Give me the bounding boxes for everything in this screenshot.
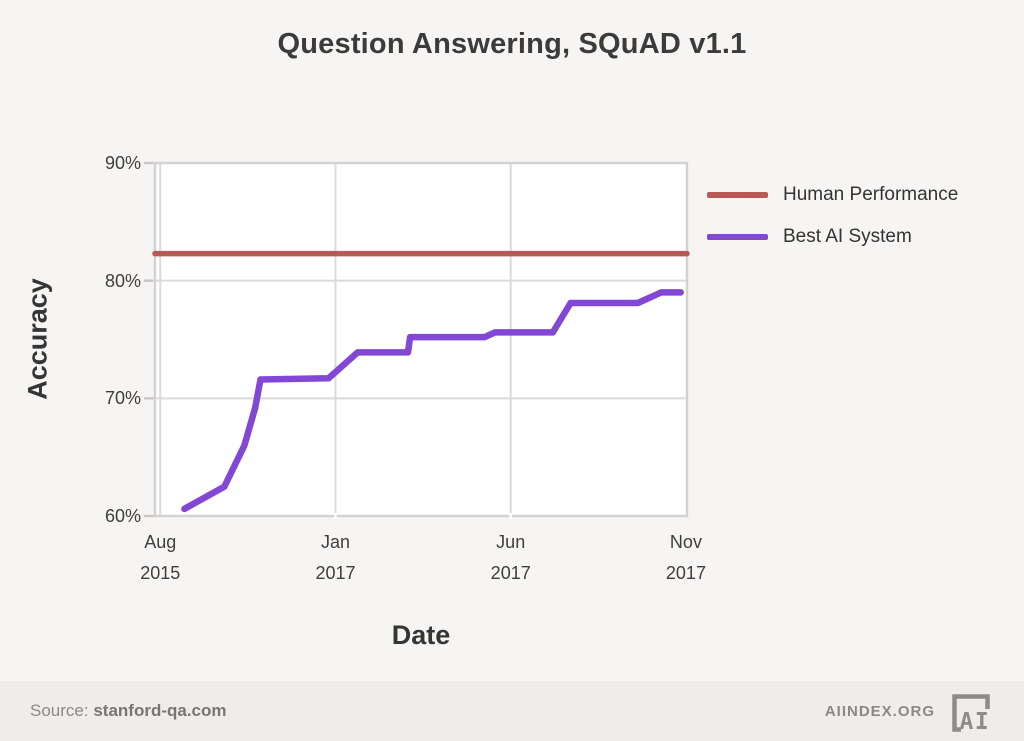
legend-label: Best AI System	[783, 226, 912, 247]
brand-block: AIINDEX.ORG AI	[825, 690, 994, 732]
x-tick-label: Aug 2015	[140, 532, 181, 583]
brand-url[interactable]: AIINDEX.ORG	[824, 702, 935, 720]
legend-item-best-ai-system: Best AI System	[707, 226, 958, 248]
plot-frame	[153, 161, 689, 518]
y-tick-label: 90%	[104, 153, 141, 173]
x-tick-label: Jun 2017	[490, 532, 531, 583]
legend-label: Human Performance	[783, 184, 959, 205]
series-line-best-ai-system	[181, 289, 684, 513]
source-attribution: Source: stanford-qa.com	[30, 701, 227, 721]
x-axis-title: Date	[391, 620, 451, 650]
y-tick-label: 60%	[104, 506, 141, 526]
footer-bar: Source: stanford-qa.com AIINDEX.ORG AI	[0, 681, 1024, 741]
y-tick-label: 80%	[104, 270, 141, 291]
y-tick-label: 70%	[104, 388, 141, 409]
x-tick-label: Nov 2017	[665, 532, 706, 583]
y-axis-title: Accuracy	[22, 278, 53, 400]
source-link[interactable]: stanford-qa.com	[93, 701, 227, 720]
human-performance-line-swatch	[707, 192, 768, 198]
legend-item-human-performance: Human Performance	[707, 184, 958, 206]
source-prefix: Source:	[30, 701, 89, 720]
chart-title: Question Answering, SQuAD v1.1	[277, 28, 747, 60]
svg-text:AI: AI	[960, 709, 991, 732]
plot-canvas	[144, 161, 690, 519]
ai-index-logo-icon: AI	[952, 694, 991, 732]
best-ai-system-line-swatch	[707, 234, 768, 240]
x-tick-label: Jan 2017	[315, 532, 356, 583]
legend: Human Performance Best AI System	[707, 184, 958, 248]
